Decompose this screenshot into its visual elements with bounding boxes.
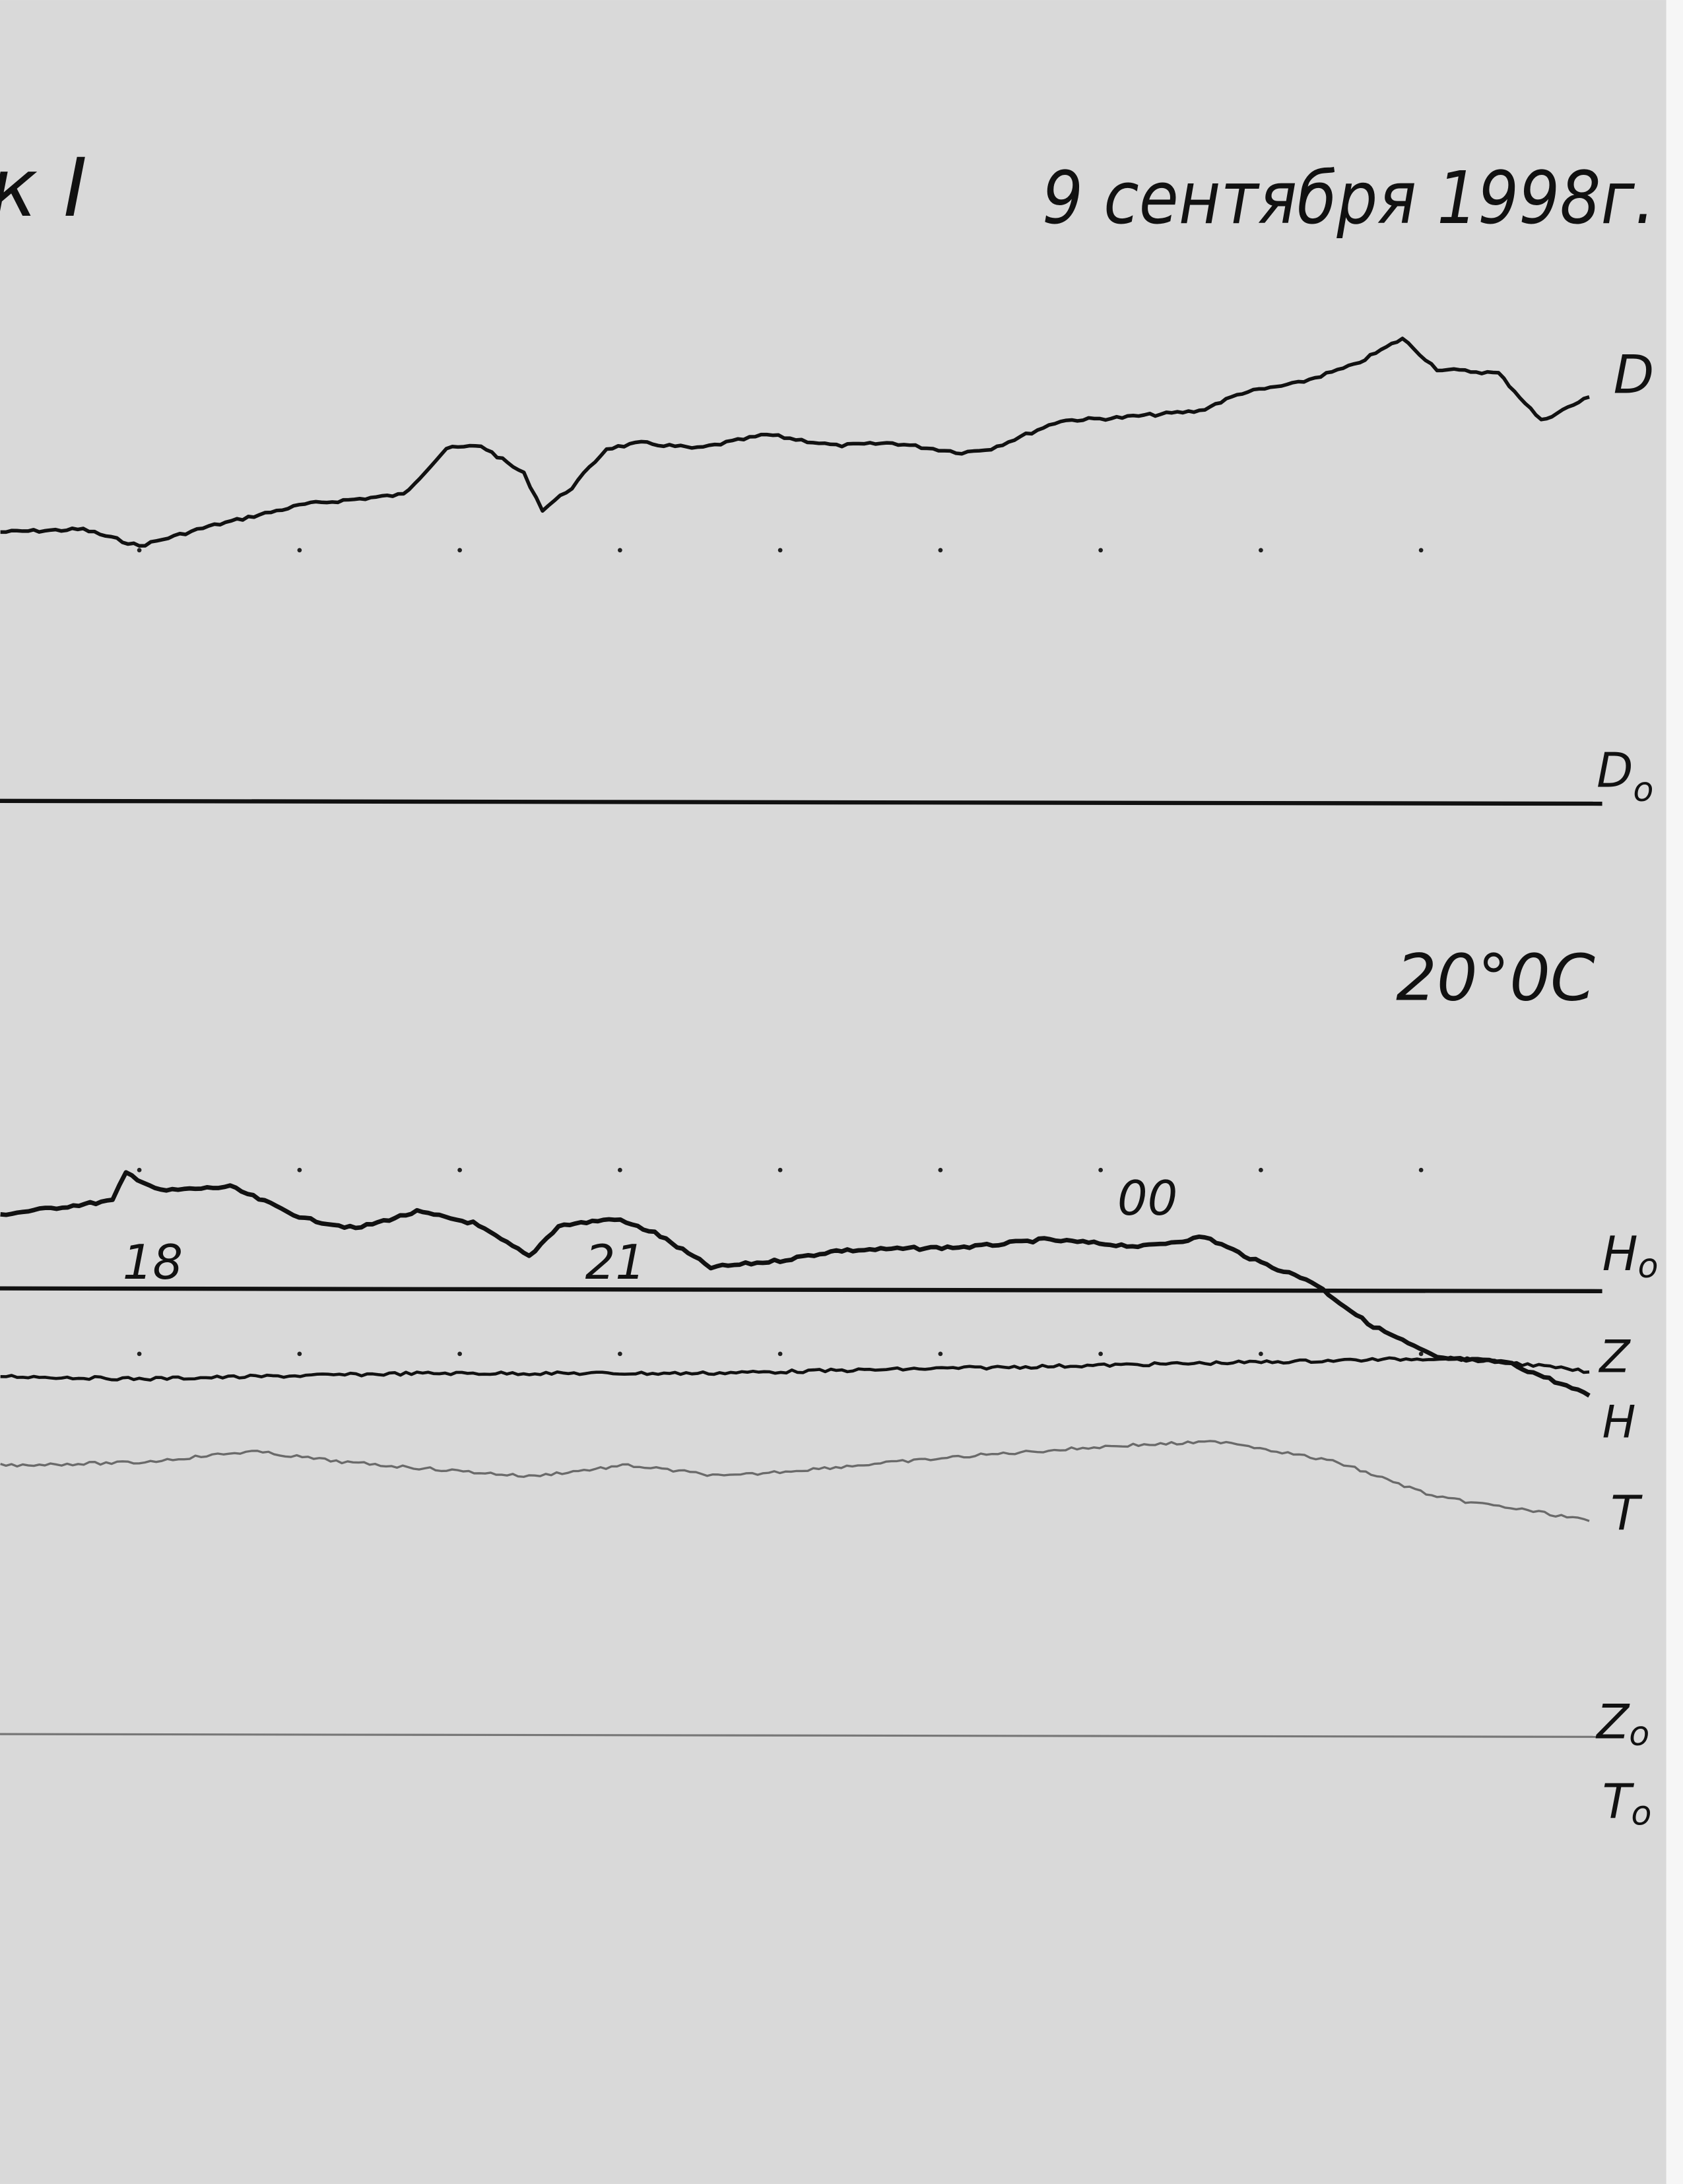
baseline-label-h0: Ho <box>1602 1226 1659 1285</box>
baseline-d0 <box>0 798 1602 806</box>
hour-mark-d-0200 <box>1418 548 1424 553</box>
trace-h <box>0 1170 1591 1398</box>
trace-t <box>0 1440 1590 1522</box>
hour-mark-h-1900 <box>297 1167 302 1172</box>
hour-mark-z-2100 <box>617 1351 622 1357</box>
trace-d <box>0 337 1590 548</box>
hour-mark-d-1900 <box>297 548 302 553</box>
hour-mark-h-0200 <box>1418 1167 1424 1172</box>
trace-label-h: H <box>1602 1396 1636 1448</box>
hour-mark-h-2000 <box>457 1167 462 1172</box>
baseline-label-t0: To <box>1602 1774 1652 1833</box>
hour-mark-h-2300 <box>938 1167 943 1172</box>
hour-mark-h-0000 <box>1098 1167 1104 1172</box>
hour-mark-d-0000 <box>1098 548 1104 553</box>
hour-mark-d-2000 <box>457 548 462 553</box>
hour-mark-z-1800 <box>137 1351 142 1357</box>
hour-mark-d-0100 <box>1259 548 1263 553</box>
baseline-h0 <box>0 1286 1602 1294</box>
x-tick-label-00: 00 <box>1117 1171 1177 1226</box>
hour-mark-h-2100 <box>617 1167 622 1172</box>
hour-mark-z-0200 <box>1418 1351 1424 1357</box>
hour-mark-z-2000 <box>457 1351 462 1357</box>
hour-mark-h-2200 <box>777 1167 783 1172</box>
hour-mark-h-0100 <box>1259 1167 1263 1172</box>
baseline-label-d0: Do <box>1597 743 1653 809</box>
scan-margin <box>1666 0 1683 2184</box>
trace-z <box>0 1355 1590 1382</box>
hour-mark-h-1800 <box>137 1167 142 1172</box>
x-tick-label-21: 21 <box>585 1235 645 1290</box>
temperature-label: 20°0С <box>1396 941 1595 1015</box>
trace-label-z: Z <box>1598 1330 1631 1382</box>
x-tick-label-18: 18 <box>123 1235 183 1290</box>
hour-mark-z-0100 <box>1259 1351 1263 1357</box>
baseline-z0 <box>0 1733 1602 1738</box>
trace-label-t: T <box>1610 1485 1643 1541</box>
hour-mark-z-2200 <box>777 1351 783 1357</box>
hour-mark-d-2100 <box>617 548 622 553</box>
hour-mark-z-1900 <box>297 1351 302 1357</box>
hour-mark-z-2300 <box>938 1351 943 1357</box>
hour-mark-d-1800 <box>137 548 142 553</box>
trace-label-d: D <box>1613 344 1654 405</box>
station-mark: к I <box>0 141 87 235</box>
hour-mark-d-2200 <box>777 548 783 553</box>
hour-mark-z-0000 <box>1098 1351 1104 1357</box>
baseline-label-z0: Zo <box>1595 1694 1649 1753</box>
record-date: 9 сентября 1998г. <box>1042 156 1655 240</box>
hour-mark-d-2300 <box>938 548 943 553</box>
